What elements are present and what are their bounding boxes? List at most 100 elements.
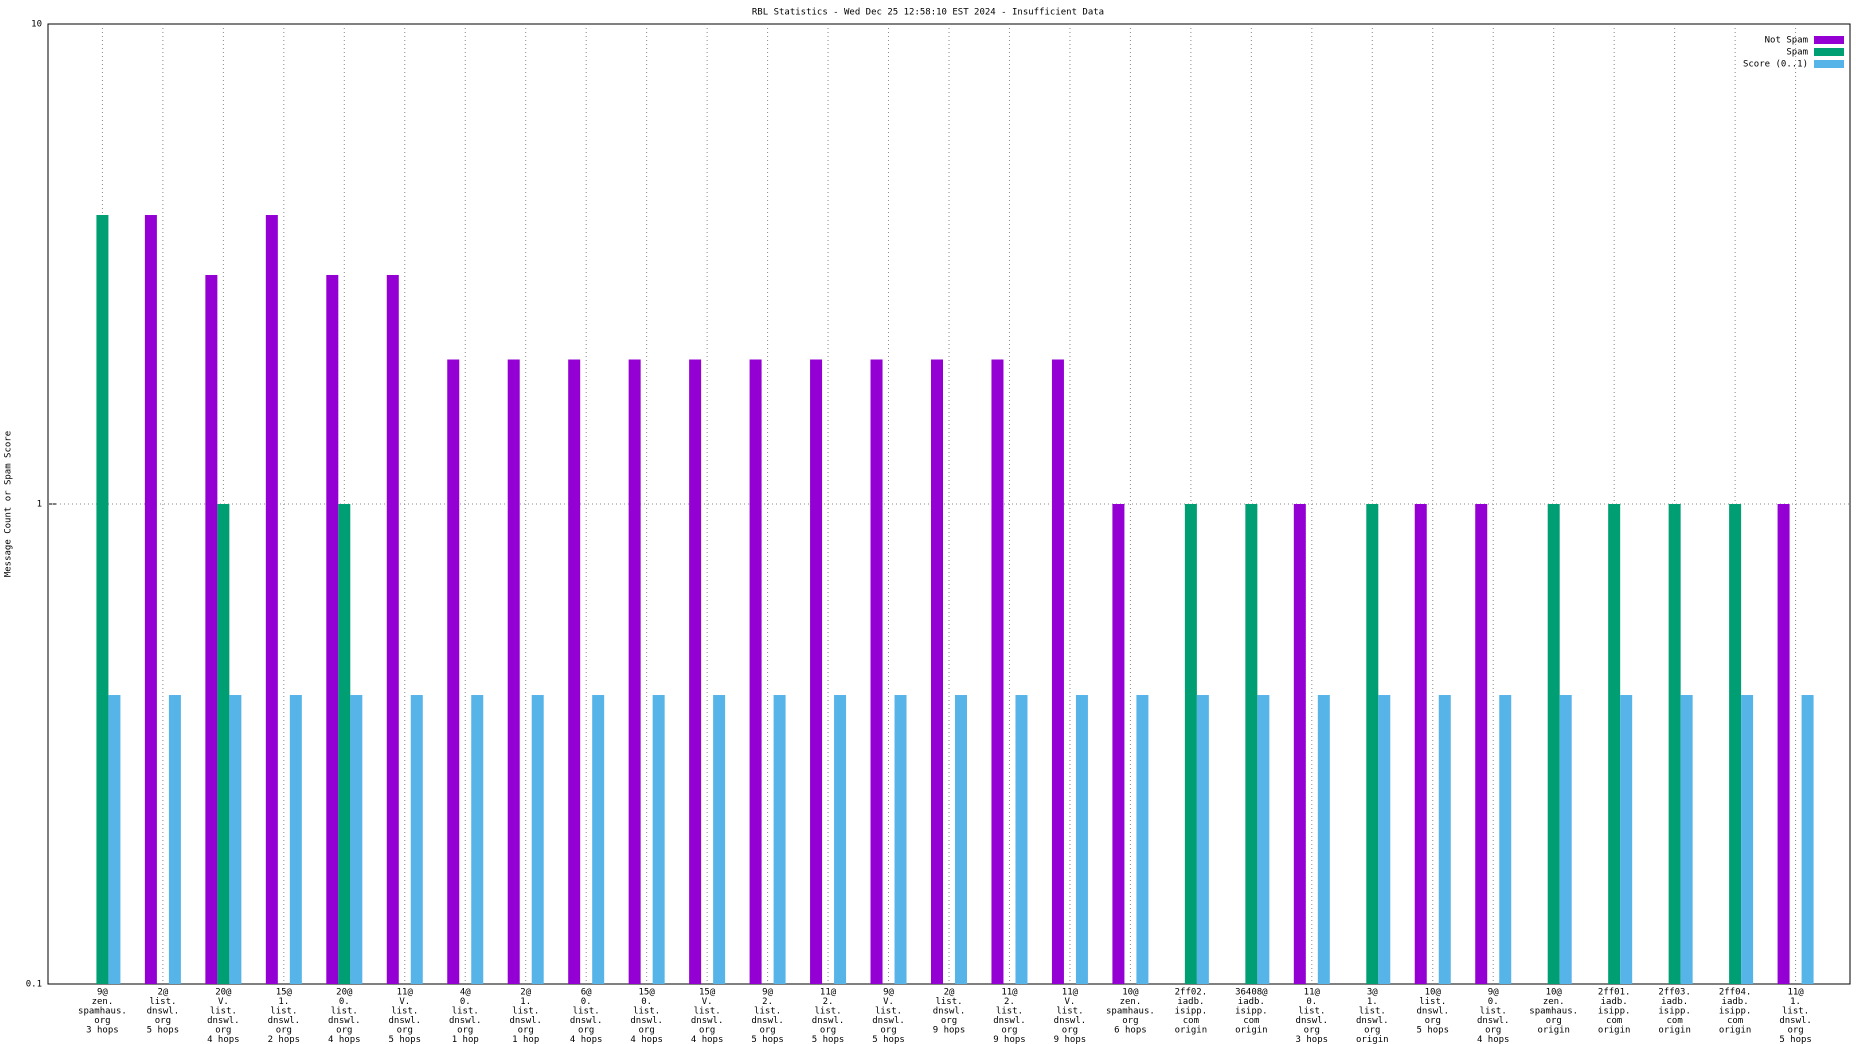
x-tick-label: org	[578, 1026, 594, 1036]
x-tick-label: 6@	[581, 988, 592, 998]
bar	[1620, 695, 1633, 984]
y-tick-label: 10	[31, 20, 42, 30]
bar	[689, 359, 702, 984]
x-tick-label: 1 hop	[452, 1035, 479, 1044]
bar	[386, 274, 399, 984]
chart-title: RBL Statistics - Wed Dec 25 12:58:10 EST…	[752, 8, 1104, 18]
x-tick-label: dnswl.	[1477, 1016, 1510, 1026]
bar	[713, 695, 726, 984]
legend-label: Not Spam	[1765, 36, 1808, 46]
x-tick-label: zen.	[92, 997, 114, 1007]
bar	[1741, 695, 1754, 984]
x-tick-label: iadb.	[1661, 997, 1688, 1007]
x-tick-label: 2ff01.	[1598, 988, 1631, 998]
bar	[1112, 504, 1125, 984]
x-tick-label: dnswl.	[812, 1016, 845, 1026]
x-tick-label: iadb.	[1177, 997, 1204, 1007]
x-tick-label: isipp.	[1658, 1007, 1691, 1017]
x-tick-label: dnswl.	[1054, 1016, 1087, 1026]
bar	[955, 695, 967, 984]
x-tick-label: 6 hops	[1114, 1026, 1147, 1036]
bar	[1608, 504, 1621, 984]
x-tick-label: org	[276, 1026, 292, 1036]
bar	[1317, 695, 1330, 984]
x-tick-label: dnswl.	[147, 1007, 180, 1017]
bar	[338, 504, 351, 984]
legend-swatch	[1814, 60, 1844, 68]
x-tick-label: dnswl.	[449, 1016, 482, 1026]
x-tick-label: dnswl.	[328, 1016, 361, 1026]
x-tick-label: 11@	[1062, 988, 1079, 998]
x-tick-label: org	[94, 1016, 110, 1026]
x-tick-label: 9@	[762, 988, 773, 998]
x-tick-label: iadb.	[1238, 997, 1265, 1007]
x-tick-label: list.	[935, 997, 962, 1007]
bar	[265, 215, 278, 984]
bar	[1499, 695, 1512, 984]
x-tick-label: org	[336, 1026, 352, 1036]
x-tick-label: 15@	[699, 988, 716, 998]
bar	[205, 274, 218, 984]
x-tick-label: 1 hop	[512, 1035, 539, 1044]
x-tick-label: 1.	[278, 997, 289, 1007]
x-tick-label: dnswl.	[207, 1016, 240, 1026]
x-tick-label: iadb.	[1722, 997, 1749, 1007]
x-tick-label: list.	[573, 1007, 600, 1017]
x-tick-label: 4 hops	[328, 1035, 361, 1044]
x-tick-label: 15@	[276, 988, 293, 998]
x-tick-label: isipp.	[1235, 1007, 1268, 1017]
bar	[1668, 504, 1681, 984]
x-tick-label: 2.	[762, 997, 773, 1007]
x-tick-label: 2@	[944, 988, 955, 998]
x-tick-label: V.	[399, 997, 410, 1007]
bar	[773, 695, 786, 984]
x-tick-label: spamhaus.	[1106, 1007, 1155, 1017]
x-tick-label: 2@	[520, 988, 531, 998]
y-axis-label: Message Count or Spam Score	[4, 431, 14, 577]
bar	[1680, 695, 1693, 984]
x-tick-label: dnswl.	[1296, 1016, 1329, 1026]
x-tick-label: 5 hops	[147, 1026, 180, 1036]
x-tick-label: 0.	[460, 997, 471, 1007]
x-tick-label: isipp.	[1719, 1007, 1752, 1017]
bar	[1184, 504, 1197, 984]
bar	[1378, 695, 1391, 984]
x-tick-label: 2@	[157, 988, 168, 998]
bar	[1366, 504, 1379, 984]
x-tick-label: dnswl.	[570, 1016, 603, 1026]
bar	[870, 359, 883, 984]
x-tick-label: 1.	[1790, 997, 1801, 1007]
x-tick-label: origin	[1537, 1026, 1570, 1036]
bar	[834, 695, 847, 984]
bar	[471, 695, 484, 984]
x-tick-label: org	[1485, 1026, 1501, 1036]
x-tick-label: 9@	[883, 988, 894, 998]
x-tick-label: origin	[1658, 1026, 1691, 1036]
bar	[1015, 695, 1028, 984]
x-tick-label: list.	[1359, 1007, 1386, 1017]
x-tick-label: 1.	[1367, 997, 1378, 1007]
x-tick-label: com	[1606, 1016, 1622, 1026]
x-tick-label: V.	[702, 997, 713, 1007]
x-tick-label: 5 hops	[1779, 1035, 1812, 1044]
x-tick-label: 9 hops	[1054, 1035, 1087, 1044]
x-tick-label: list.	[391, 1007, 418, 1017]
x-tick-label: 4 hops	[630, 1035, 663, 1044]
x-tick-label: list.	[996, 1007, 1023, 1017]
bar	[447, 359, 460, 984]
x-tick-label: com	[1727, 1016, 1743, 1026]
bar	[507, 359, 520, 984]
x-tick-label: spamhaus.	[1529, 1007, 1578, 1017]
bar	[96, 215, 109, 984]
x-tick-label: dnswl.	[1779, 1016, 1812, 1026]
x-tick-label: org	[397, 1026, 413, 1036]
x-tick-label: org	[518, 1026, 534, 1036]
x-tick-label: 4 hops	[691, 1035, 724, 1044]
x-tick-label: 9 hops	[993, 1035, 1026, 1044]
x-tick-label: 36408@	[1235, 988, 1268, 998]
x-tick-label: origin	[1719, 1026, 1752, 1036]
x-tick-label: list.	[1298, 1007, 1325, 1017]
x-tick-label: 4 hops	[570, 1035, 603, 1044]
x-tick-label: org	[1364, 1026, 1380, 1036]
legend-label: Spam	[1786, 48, 1808, 58]
